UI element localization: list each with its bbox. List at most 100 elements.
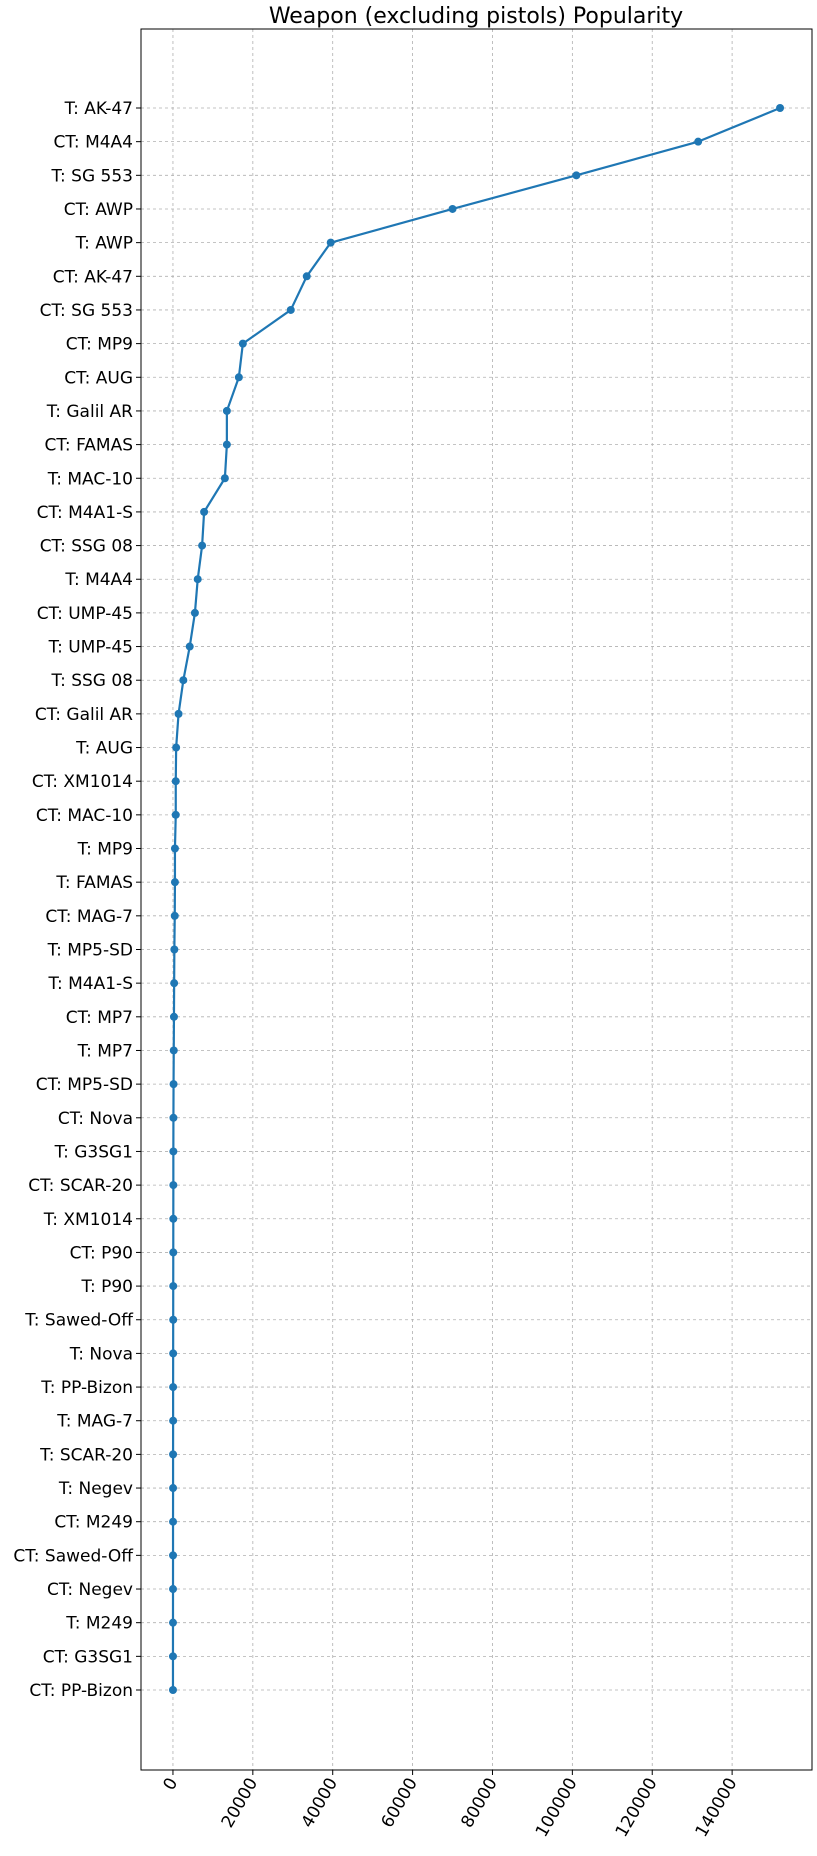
x-tick-label: 140000 bbox=[692, 1775, 742, 1841]
data-point bbox=[174, 709, 183, 718]
x-axis-tick-labels: 0 20000 40000 60000 80000 100000 120000 140000 bbox=[160, 1770, 742, 1841]
data-point bbox=[169, 1012, 178, 1021]
y-tick-label: CT: UMP-45 bbox=[37, 604, 133, 624]
y-tick-label: CT: Negev bbox=[47, 1580, 133, 1600]
y-tick-label: T: MAC-10 bbox=[47, 469, 133, 489]
data-point bbox=[170, 878, 179, 887]
data-point bbox=[169, 1046, 178, 1055]
y-tick-label: CT: Nova bbox=[58, 1109, 133, 1129]
data-point bbox=[168, 1686, 177, 1694]
x-tick-label: 0 bbox=[160, 1775, 183, 1794]
data-point bbox=[172, 743, 181, 752]
y-tick-label: T: Nova bbox=[69, 1344, 133, 1364]
data-point bbox=[169, 1282, 178, 1291]
y-tick-label: CT: MP7 bbox=[66, 1008, 133, 1028]
data-point bbox=[168, 1652, 177, 1661]
data-point bbox=[171, 810, 180, 819]
y-tick-label: T: SSG 08 bbox=[51, 671, 133, 691]
y-tick-label: CT: MAG-7 bbox=[45, 907, 133, 927]
y-tick-label: T: M4A1-S bbox=[47, 974, 133, 994]
y-tick-label: CT: M4A1-S bbox=[37, 503, 133, 523]
data-point bbox=[286, 305, 295, 314]
y-tick-label: T: M4A4 bbox=[64, 570, 133, 590]
x-tick-label: 120000 bbox=[612, 1775, 662, 1841]
data-point bbox=[170, 979, 179, 988]
y-tick-label: CT: PP-Bizon bbox=[29, 1681, 133, 1701]
data-point bbox=[222, 406, 231, 415]
y-tick-label: CT: AK-47 bbox=[53, 267, 133, 287]
y-tick-label: T: G3SG1 bbox=[54, 1142, 133, 1162]
data-point bbox=[170, 945, 179, 954]
y-tick-label: CT: MAC-10 bbox=[36, 806, 133, 826]
y-tick-label: CT: G3SG1 bbox=[43, 1647, 133, 1667]
y-tick-label: T: SCAR-20 bbox=[39, 1445, 133, 1465]
y-tick-label: T: Galil AR bbox=[46, 402, 133, 422]
data-point bbox=[220, 474, 229, 483]
grid-lines bbox=[141, 29, 812, 1770]
data-point bbox=[234, 373, 243, 382]
data-point bbox=[572, 171, 581, 180]
data-point bbox=[302, 272, 311, 281]
data-point bbox=[170, 844, 179, 853]
data-point bbox=[190, 608, 199, 617]
series-line-group bbox=[168, 104, 785, 1694]
data-point bbox=[326, 238, 335, 247]
data-point bbox=[222, 440, 231, 449]
data-point bbox=[170, 911, 179, 920]
y-axis-tick-labels: T: AK-47 CT: M4A4 T: SG 553 CT: AWP T: AWP CT… bbox=[13, 99, 141, 1701]
y-tick-label: CT: AWP bbox=[64, 200, 133, 220]
data-point bbox=[694, 137, 703, 146]
y-tick-label: T: P90 bbox=[80, 1277, 133, 1297]
y-tick-label: CT: MP5-SD bbox=[36, 1075, 133, 1095]
data-point bbox=[169, 1450, 178, 1459]
y-tick-label: CT: SSG 08 bbox=[40, 537, 133, 557]
y-tick-label: T: M249 bbox=[65, 1614, 133, 1634]
data-point bbox=[169, 1315, 178, 1324]
y-tick-label: CT: SG 553 bbox=[40, 301, 133, 321]
y-tick-label: CT: M4A4 bbox=[54, 133, 133, 153]
y-tick-label: T: UMP-45 bbox=[48, 638, 133, 658]
y-tick-label: T: XM1014 bbox=[43, 1210, 133, 1230]
y-tick-label: T: Negev bbox=[58, 1479, 133, 1499]
x-tick-label: 100000 bbox=[532, 1775, 582, 1841]
y-tick-label: CT: Galil AR bbox=[35, 705, 133, 725]
y-tick-label: T: PP-Bizon bbox=[40, 1378, 133, 1398]
y-tick-label: T: MAG-7 bbox=[56, 1412, 133, 1432]
data-point bbox=[200, 507, 209, 516]
data-point bbox=[169, 1349, 178, 1358]
y-tick-label: CT: XM1014 bbox=[32, 772, 133, 792]
data-point bbox=[169, 1551, 178, 1560]
data-point bbox=[169, 1517, 178, 1526]
x-tick-label: 80000 bbox=[457, 1775, 501, 1832]
data-point bbox=[238, 339, 247, 348]
data-point bbox=[168, 1618, 177, 1627]
y-tick-label: T: Sawed-Off bbox=[24, 1311, 134, 1331]
data-point bbox=[169, 1416, 178, 1425]
data-point bbox=[169, 1113, 178, 1122]
data-point bbox=[169, 1080, 178, 1089]
data-point bbox=[169, 1248, 178, 1257]
x-tick-label: 60000 bbox=[378, 1775, 422, 1832]
y-tick-label: CT: MP9 bbox=[66, 335, 133, 355]
y-tick-label: CT: SCAR-20 bbox=[28, 1176, 133, 1196]
x-tick-label: 20000 bbox=[218, 1775, 262, 1832]
data-point bbox=[448, 204, 457, 213]
series-line bbox=[171, 106, 781, 1690]
y-tick-label: T: AK-47 bbox=[64, 99, 133, 119]
y-tick-label: CT: FAMAS bbox=[45, 436, 133, 456]
y-tick-label: T: MP5-SD bbox=[47, 940, 133, 960]
y-tick-label: T: AUG bbox=[75, 739, 133, 759]
data-point bbox=[185, 642, 194, 651]
data-point bbox=[776, 104, 785, 112]
data-point bbox=[169, 1585, 178, 1594]
y-tick-label: T: SG 553 bbox=[51, 166, 133, 186]
y-tick-label: T: MP7 bbox=[77, 1041, 133, 1061]
data-point bbox=[179, 676, 188, 685]
data-point bbox=[171, 777, 180, 786]
data-point bbox=[169, 1181, 178, 1190]
y-tick-label: CT: Sawed-Off bbox=[13, 1546, 134, 1566]
data-point bbox=[169, 1147, 178, 1156]
y-tick-label: T: FAMAS bbox=[55, 873, 133, 893]
